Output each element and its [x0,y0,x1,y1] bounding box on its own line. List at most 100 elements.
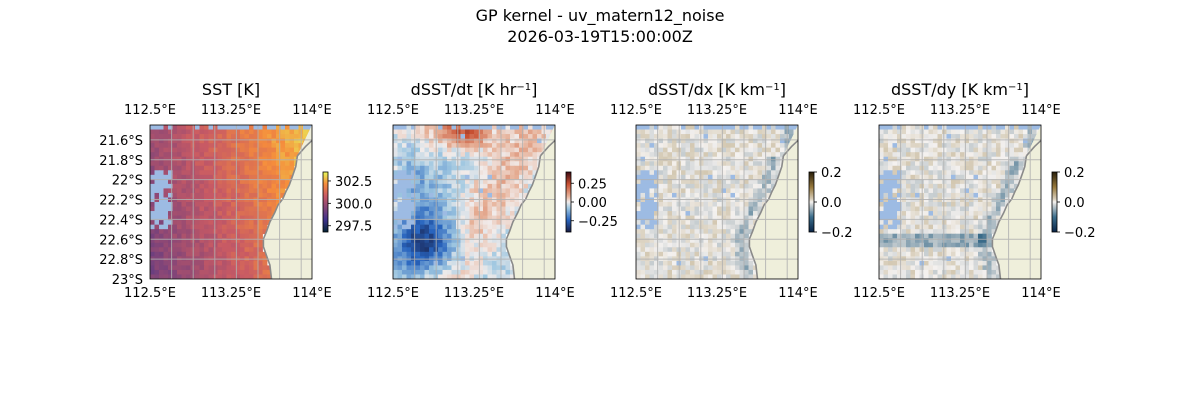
heatmap-cell [271,125,277,130]
heatmap-cell [172,138,178,144]
heatmap-cell [186,152,191,158]
heatmap-cell [280,138,286,144]
heatmap-cell [681,206,686,212]
x-tick-label-top: 114°E [778,103,818,118]
heatmap-cell [726,143,731,149]
heatmap-cell [897,251,902,257]
heatmap-cell [928,238,934,244]
heatmap-cell [451,129,457,135]
heatmap-cell [910,156,916,162]
heatmap-cell [924,274,929,279]
heatmap-cell [663,179,668,185]
heatmap-cell [537,138,542,144]
heatmap-cell [424,247,430,253]
heatmap-cell [438,220,443,226]
heatmap-cell [258,165,263,171]
heatmap-cell [244,134,250,139]
heatmap-cell [708,265,713,271]
heatmap-cell [1005,156,1010,162]
heatmap-cell [217,170,223,176]
heatmap-cell [933,202,938,207]
heatmap-cell [924,269,929,275]
heatmap-cell [249,247,254,253]
heatmap-cell [960,174,965,180]
heatmap-cell [204,143,209,149]
heatmap-cell [249,233,254,239]
heatmap-cell [663,260,668,266]
heatmap-cell [240,156,245,162]
heatmap-cell [640,165,646,171]
heatmap-cell [172,179,178,185]
heatmap-cell [465,152,470,158]
heatmap-cell [465,202,470,207]
heatmap-cell [168,125,173,130]
heatmap-cell [285,138,290,144]
heatmap-cell [739,229,745,235]
heatmap-cell [640,156,646,162]
heatmap-cell [906,211,911,216]
heatmap-cell [267,129,272,135]
heatmap-cell [712,242,718,248]
heatmap-cell [973,183,979,189]
heatmap-cell [928,152,934,158]
heatmap-cell [411,238,416,244]
heatmap-cell [721,220,727,226]
heatmap-cell [496,174,502,180]
heatmap-cell [505,152,511,158]
heatmap-cell [505,229,511,235]
heatmap-cell [1018,161,1024,167]
heatmap-cell [217,179,223,185]
heatmap-cell [199,188,205,194]
heatmap-cell [537,129,542,135]
heatmap-cell [744,265,749,271]
heatmap-cell [1009,147,1015,153]
heatmap-cell [906,242,911,248]
heatmap-cell [730,183,736,189]
heatmap-cell [937,179,943,185]
heatmap-cell [960,269,965,275]
heatmap-cell [892,269,898,275]
heatmap-cell [667,238,673,244]
heatmap-cell [748,165,754,171]
heatmap-cell [519,165,524,171]
heatmap-cell [150,143,155,149]
heatmap-cell [955,233,961,239]
heatmap-cell [636,165,641,171]
coastline [539,139,555,157]
heatmap-cell [199,269,205,275]
heatmap-cell [181,233,187,239]
heatmap-cell [951,224,956,230]
heatmap-cell [424,251,430,257]
heatmap-cell [402,206,407,212]
heatmap-cell [672,179,677,185]
heatmap-cell [649,165,655,171]
heatmap-cell [393,161,398,167]
heatmap-cell [456,129,461,135]
heatmap-cell [717,174,722,180]
heatmap-cell [285,125,290,130]
heatmap-cell [487,161,493,167]
heatmap-cell [726,247,731,253]
heatmap-cell [456,220,461,226]
heatmap-cell [424,134,430,139]
heatmap-cell [636,247,641,253]
heatmap-cell [883,274,889,279]
heatmap-cell [964,233,970,239]
heatmap-cell [712,138,718,144]
heatmap-cell [496,179,502,185]
heatmap-cell [694,251,700,257]
heatmap-cell [906,161,911,167]
heatmap-cell [942,161,947,167]
heatmap-cell [654,260,659,266]
heatmap-cell [478,170,484,176]
heatmap-cell [654,215,659,221]
heatmap-cell [978,202,983,207]
heatmap-cell [892,206,898,212]
heatmap-cell [771,156,776,162]
heatmap-cell [177,202,182,207]
heatmap-cell [393,220,398,226]
heatmap-cell [699,211,704,216]
heatmap-cell [154,125,160,130]
heatmap-cell [964,202,970,207]
heatmap-cell [897,161,902,167]
